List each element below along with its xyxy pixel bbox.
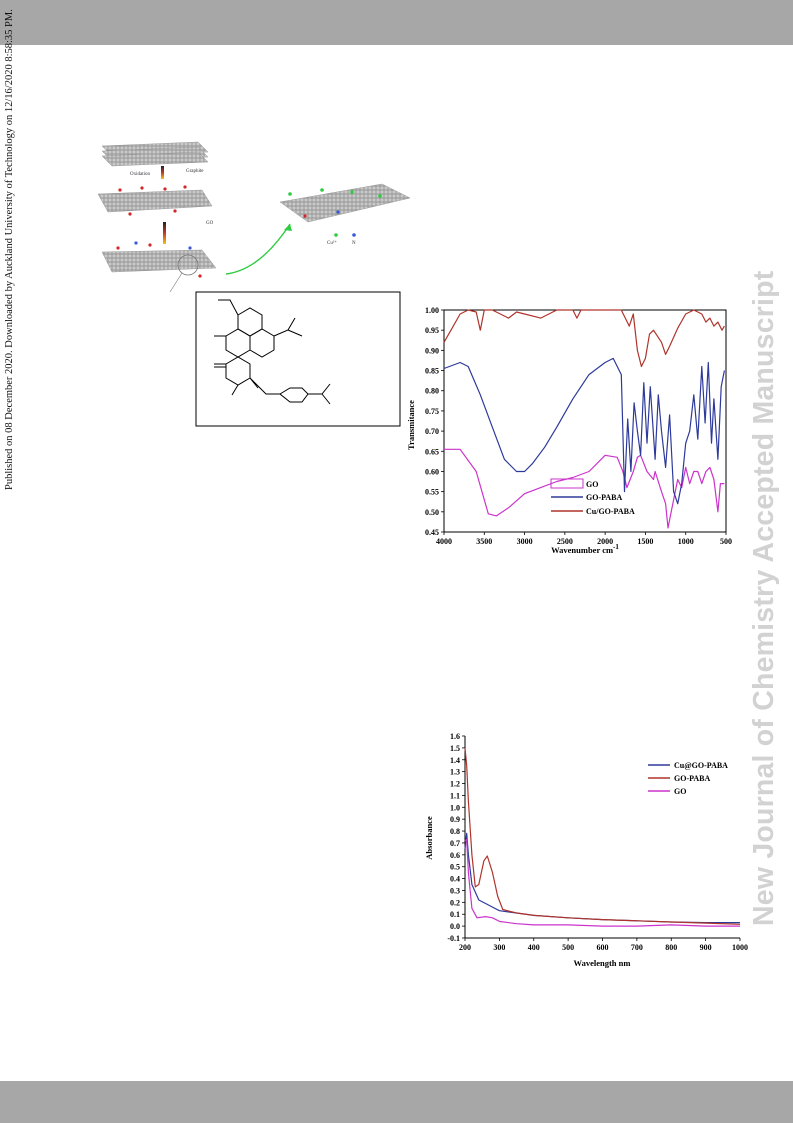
- x-tick-label: 800: [665, 943, 677, 952]
- uv-legend-gopaba: GO-PABA: [674, 774, 711, 783]
- structure-box: [195, 291, 401, 427]
- ftir-legend-swatch-go: [550, 478, 584, 489]
- ftir-legend-go: GO: [586, 480, 598, 489]
- ftir-chart: 1.00 0.95 0.90 0.85 0.80 0.75 0.70 0.65 0.60 0.55…: [400, 300, 745, 565]
- oxidation-label: Oxidation: [130, 172, 150, 177]
- ftir-xlabel-text: Wavenumber cm: [551, 545, 613, 555]
- synthesis-scheme: Graphite Oxidation GO: [90, 132, 420, 432]
- y-tick-label: 0.3: [450, 886, 460, 895]
- scheme-svg: Graphite Oxidation GO: [97, 141, 411, 427]
- y-tick-label: 0.50: [425, 508, 439, 517]
- publication-note: Published on 08 December 2020. Downloade…: [4, 9, 15, 490]
- x-tick-label: 3000: [517, 537, 533, 546]
- n-label: N: [352, 241, 356, 246]
- x-tick-label: 1000: [678, 537, 694, 546]
- uv-ylabel: Absorbance: [424, 816, 434, 860]
- x-tick-label: 500: [562, 943, 574, 952]
- y-tick-label: 1.6: [450, 732, 460, 741]
- ftir-xlabel-superscript: -1: [613, 543, 619, 551]
- cu-complex-sheet-group: Cu²⁺ N: [279, 183, 411, 246]
- functionalization-arrow: [163, 222, 166, 244]
- go-label: GO: [206, 221, 214, 226]
- y-tick-label: 0.90: [425, 346, 439, 355]
- series-line-cu-go-paba: [443, 309, 725, 368]
- x-tick-label: 200: [459, 943, 471, 952]
- uv-legend-cugopaba: Cu@GO-PABA: [674, 761, 728, 770]
- x-tick-label: 1000: [732, 943, 748, 952]
- uv-vis-chart: 1.6 1.5 1.4 1.3 1.2 1.1 1.0 0.9 0.8 0.7 0.6 0.5 0.4 0…: [410, 728, 760, 973]
- y-tick-label: 0.65: [425, 447, 439, 456]
- y-tick-label: 0.95: [425, 326, 439, 335]
- y-tick-label: 1.00: [425, 306, 439, 315]
- x-tick-label: 2500: [557, 537, 573, 546]
- go-paba-sheet-group: [101, 241, 217, 293]
- ftir-legend: GO GO-PABA Cu/GO-PABA: [550, 478, 635, 516]
- x-tick-label: 3500: [476, 537, 492, 546]
- chemical-structure: [214, 299, 331, 405]
- x-tick-label: 4000: [436, 537, 452, 546]
- uv-svg: 1.6 1.5 1.4 1.3 1.2 1.1 1.0 0.9 0.8 0.7 0.6 0.5 0.4 0…: [424, 732, 748, 968]
- y-tick-label: 0.80: [425, 387, 439, 396]
- series-line-go: [444, 448, 725, 529]
- uv-legend: Cu@GO-PABA GO-PABA GO: [648, 761, 728, 796]
- cu-label: Cu²⁺: [327, 240, 337, 246]
- go-sheet-group: GO: [97, 185, 214, 226]
- series-line-cu-go-paba: [464, 832, 740, 924]
- series-line-go: [464, 838, 740, 927]
- x-tick-label: 700: [631, 943, 643, 952]
- graphite-label: Graphite: [186, 169, 204, 174]
- ftir-xlabel: Wavenumber cm-1: [551, 543, 619, 555]
- ftir-legend-gopaba: GO-PABA: [586, 493, 623, 502]
- x-tick-label: 1500: [637, 537, 653, 546]
- y-tick-label: 0.0: [450, 922, 460, 931]
- x-tick-label: 300: [493, 943, 505, 952]
- y-tick-label: 0.4: [450, 875, 460, 884]
- y-tick-label: 0.8: [450, 827, 460, 836]
- y-tick-label: 0.7: [450, 839, 460, 848]
- series-line-go-paba: [464, 747, 741, 925]
- graphite-sheet-group: Graphite: [101, 141, 209, 174]
- green-arrow: [225, 223, 291, 275]
- y-tick-label: 0.5: [450, 863, 460, 872]
- y-tick-label: 1.5: [450, 744, 460, 753]
- x-tick-label: 400: [528, 943, 540, 952]
- x-tick-label: 600: [597, 943, 609, 952]
- zoom-circle: [177, 254, 199, 276]
- ftir-legend-cugopaba: Cu/GO-PABA: [586, 507, 635, 516]
- y-tick-label: 1.3: [450, 768, 460, 777]
- x-tick-label: 900: [700, 943, 712, 952]
- footer-bar: [0, 1081, 793, 1123]
- x-tick-label: 2000: [597, 537, 613, 546]
- x-tick-label: 500: [720, 537, 732, 546]
- y-tick-label: -0.1: [447, 934, 460, 943]
- y-tick-label: 0.9: [450, 815, 460, 824]
- y-tick-label: 0.6: [450, 851, 460, 860]
- y-tick-label: 0.75: [425, 407, 439, 416]
- ftir-svg: 1.00 0.95 0.90 0.85 0.80 0.75 0.70 0.65 0.60 0.55…: [406, 306, 732, 555]
- y-tick-label: 1.0: [450, 803, 460, 812]
- header-bar: [0, 0, 793, 45]
- y-tick-label: 0.60: [425, 467, 439, 476]
- ftir-ylabel: Transmitance: [406, 400, 416, 450]
- y-tick-label: 0.45: [425, 528, 439, 537]
- uv-xlabel: Wavelength nm: [574, 958, 631, 968]
- oxidation-arrow: [161, 166, 164, 179]
- y-tick-label: 0.1: [450, 910, 460, 919]
- series-line-go-paba: [443, 357, 725, 505]
- y-tick-label: 1.2: [450, 780, 460, 789]
- y-tick-label: 0.2: [450, 898, 460, 907]
- ftir-plot-frame: [443, 309, 727, 533]
- y-tick-label: 0.70: [425, 427, 439, 436]
- y-tick-label: 0.85: [425, 367, 439, 376]
- y-tick-label: 0.55: [425, 488, 439, 497]
- y-tick-label: 1.1: [450, 791, 460, 800]
- uv-legend-go: GO: [674, 787, 686, 796]
- y-tick-label: 1.4: [450, 756, 460, 765]
